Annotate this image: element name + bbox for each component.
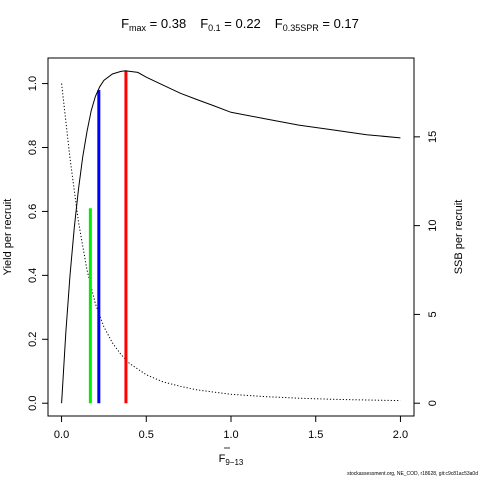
title-f01-value: = 0.22 [221,16,261,31]
y-left-tick-label: 0.2 [27,332,39,347]
reference-lines-layer [88,70,128,404]
yield-curve-layer [61,70,401,404]
yield-per-recruit-line [61,70,401,404]
plot-frame [47,57,415,417]
y-left-tick-label: 1.0 [27,76,39,91]
y-left-tick-label: 0.8 [27,140,39,155]
x-tick-label: 0.0 [54,429,69,441]
title-f01-symbol: F [200,16,208,31]
y-right-tick-label: 15 [427,131,439,143]
x-axis-title-main: F [219,453,226,465]
title-fmax-symbol: F [121,16,129,31]
x-axis: 0.0 0.5 1.0 1.5 2.0 [54,415,408,441]
y-axis-right-title: SSB per recruit [453,200,465,275]
ssb-curve-layer [61,83,401,402]
x-axis-title-sub: 9−13 [225,458,244,467]
x-tick-label: 0.5 [139,429,154,441]
title-fspr-symbol: F [275,16,283,31]
x-axis-title: F9−13 [219,453,244,467]
x-tick-label: 2.0 [393,429,408,441]
y-axis-right: 0 5 10 15 [413,131,439,406]
y-right-tick-label: 5 [427,311,439,317]
title-fmax-sub: max [129,23,147,33]
chart-title: Fmax = 0.38 F0.1 = 0.22 F0.35SPR = 0.17 [121,16,359,33]
ssb-per-recruit-line [61,83,401,402]
footer-credit: stockassessment.org, NE_COD, r18628, git… [347,471,478,477]
y-right-tick-label: 0 [427,400,439,406]
y-axis-left: 0.0 0.2 0.4 0.6 0.8 1.0 [27,76,49,411]
title-fspr-sub: 0.35SPR [283,23,320,33]
y-left-tick-label: 0.4 [27,268,39,283]
title-fspr-value: = 0.17 [319,16,359,31]
y-right-tick-label: 10 [427,220,439,232]
y-left-tick-label: 0.6 [27,204,39,219]
title-fmax-value: = 0.38 [146,16,186,31]
y-axis-left-title: Yield per recruit [2,199,14,276]
x-tick-label: 1.5 [308,429,323,441]
y-left-tick-label: 0.0 [27,396,39,411]
x-tick-label: 1.0 [223,429,238,441]
title-f01-sub: 0.1 [208,23,221,33]
